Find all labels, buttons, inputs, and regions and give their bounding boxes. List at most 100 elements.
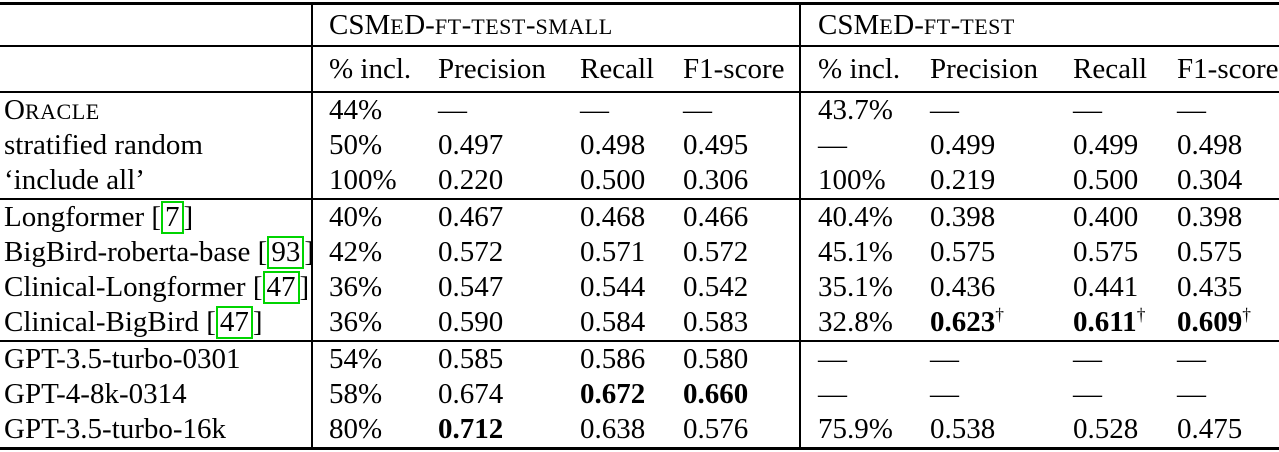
- metric-cell: 0.571: [580, 236, 646, 268]
- metric-cell: 0.575: [930, 236, 996, 268]
- metric-cell: 0.398: [928, 198, 1072, 235]
- metric-cell: 0.306: [683, 164, 749, 196]
- metric-cell: 0.467: [436, 198, 578, 235]
- metric-cell: 0.542: [683, 271, 749, 303]
- metric-cell: 0.498: [1177, 129, 1243, 161]
- metric-cell: 0.590: [438, 306, 504, 338]
- metric-cell: 100%: [311, 163, 436, 199]
- metric-cell: 0.547: [438, 271, 504, 303]
- row-label: BigBird-roberta-base [93]: [4, 236, 315, 269]
- citation-link[interactable]: 7: [161, 201, 184, 234]
- metric-cell: 58%: [311, 377, 436, 412]
- dagger-footnote-marker: †: [1136, 304, 1146, 325]
- metric-cell: 0.398: [1175, 198, 1279, 235]
- metric-cell: 0.672: [580, 378, 646, 410]
- row-label: Longformer [7]: [0, 198, 312, 235]
- metric-cell: 0.500: [580, 164, 646, 196]
- row-label: GPT-3.5-turbo-0301: [0, 340, 312, 377]
- row-label: GPT-3.5-turbo-16k: [4, 413, 227, 445]
- metric-cell: —: [928, 340, 1072, 377]
- metric-cell: 0.435: [1177, 271, 1243, 303]
- metric-cell: 50%: [311, 128, 436, 163]
- metric-cell: 36%: [311, 305, 436, 341]
- metric-cell: —: [1071, 340, 1176, 377]
- metric-cell: 54%: [311, 340, 436, 377]
- metric-cell: 0.584: [580, 306, 646, 338]
- citation-link[interactable]: 47: [215, 306, 253, 339]
- metric-cell: —: [799, 128, 929, 163]
- metric-cell: —: [438, 94, 467, 126]
- corner-spacer: [0, 3, 312, 47]
- table-row: ‘include all’ 100% 0.220 0.500 0.306 100% 0.21…: [0, 163, 1279, 199]
- metric-cell: —: [930, 94, 960, 126]
- metric-cell: 0.538: [930, 413, 996, 445]
- metric-cell: 36%: [311, 270, 436, 305]
- row-label: ‘include all’: [4, 164, 145, 196]
- metric-cell: —: [580, 94, 609, 126]
- metric-cell: 0.475: [1177, 413, 1243, 445]
- row-label: Clinical-BigBird [47]: [4, 306, 263, 339]
- metric-cell: —: [1073, 378, 1103, 410]
- metric-cell: 0.660: [683, 378, 749, 410]
- metric-cell: 75.9%: [799, 412, 929, 449]
- col-header-f1-small: F1-score: [681, 46, 801, 93]
- metric-cell: 0.712: [438, 413, 504, 445]
- metric-cell: 0.499: [930, 129, 996, 161]
- metric-cell: —: [930, 378, 960, 410]
- metric-cell: 0.609†: [1177, 304, 1251, 338]
- metric-cell: 45.1%: [799, 235, 929, 270]
- column-group-csmed-ft-test: CSMED-FT-TEST: [799, 3, 1279, 47]
- metric-cell: 0.400: [1071, 198, 1176, 235]
- metric-cell: 0.219: [930, 164, 996, 196]
- metric-cell: 0.576: [683, 413, 749, 445]
- metric-cell: 35.1%: [799, 270, 929, 305]
- col-header-precision-small: Precision: [436, 46, 578, 93]
- metric-cell: 100%: [799, 163, 929, 199]
- metric-cell: —: [799, 340, 929, 377]
- dagger-footnote-marker: †: [1242, 304, 1251, 325]
- metric-cell: —: [1175, 340, 1279, 377]
- metric-cell: 40%: [311, 198, 436, 235]
- table-row: stratified random 50% 0.497 0.498 0.495—0.49…: [0, 128, 1279, 163]
- col-header-recall-test: Recall: [1071, 46, 1176, 93]
- metric-cell: 0.638: [580, 413, 646, 445]
- col-header-precision-test: Precision: [928, 46, 1072, 93]
- col-header-f1-test: F1-score: [1175, 46, 1279, 93]
- citation-link[interactable]: 93: [267, 236, 305, 269]
- subheader-row: % incl. Precision Recall F1-score % incl…: [0, 46, 1279, 93]
- metric-cell: 0.623†: [930, 304, 1004, 338]
- col-header-pct-incl-small: % incl.: [311, 46, 436, 93]
- metric-cell: 0.674: [438, 378, 504, 410]
- row-label-spacer: [0, 46, 312, 93]
- metric-cell: —: [1177, 94, 1207, 126]
- col-header-pct-incl-test: % incl.: [799, 46, 929, 93]
- metric-cell: 0.436: [930, 271, 996, 303]
- metric-cell: 0.497: [438, 129, 504, 161]
- metric-cell: 0.583: [683, 306, 749, 338]
- metric-cell: 0.498: [580, 129, 646, 161]
- metric-cell: 0.466: [681, 198, 801, 235]
- metric-cell: 0.441: [1073, 271, 1139, 303]
- metric-cell: 0.468: [578, 198, 681, 235]
- metric-cell: 0.544: [580, 271, 646, 303]
- metric-cell: 0.580: [681, 340, 801, 377]
- dagger-footnote-marker: †: [995, 304, 1004, 325]
- metric-cell: 80%: [311, 412, 436, 449]
- row-label: stratified random: [4, 129, 203, 161]
- table-row: ORACLE 44% — — —43.7% — — —: [0, 92, 1279, 128]
- row-label: GPT-4-8k-0314: [4, 378, 187, 410]
- metric-cell: 0.575: [1073, 236, 1139, 268]
- metric-cell: 0.304: [1177, 164, 1243, 196]
- metric-cell: 0.575: [1177, 236, 1243, 268]
- citation-link[interactable]: 47: [262, 271, 300, 304]
- metric-cell: 0.585: [436, 340, 578, 377]
- metric-cell: 0.499: [1073, 129, 1139, 161]
- table-row: GPT-3.5-turbo-0301 54% 0.585 0.586 0.580— — — —: [0, 340, 1279, 377]
- table-row: Clinical-BigBird [47] 36% 0.590 0.584 0.583 3…: [0, 305, 1279, 341]
- metric-cell: 0.495: [683, 129, 749, 161]
- metric-cell: 0.500: [1073, 164, 1139, 196]
- table-row: GPT-3.5-turbo-16k 80% 0.712 0.638 0.576 75.9%…: [0, 412, 1279, 449]
- metric-cell: 0.528: [1073, 413, 1139, 445]
- metric-cell: 32.8%: [799, 305, 929, 341]
- metric-cell: —: [799, 377, 929, 412]
